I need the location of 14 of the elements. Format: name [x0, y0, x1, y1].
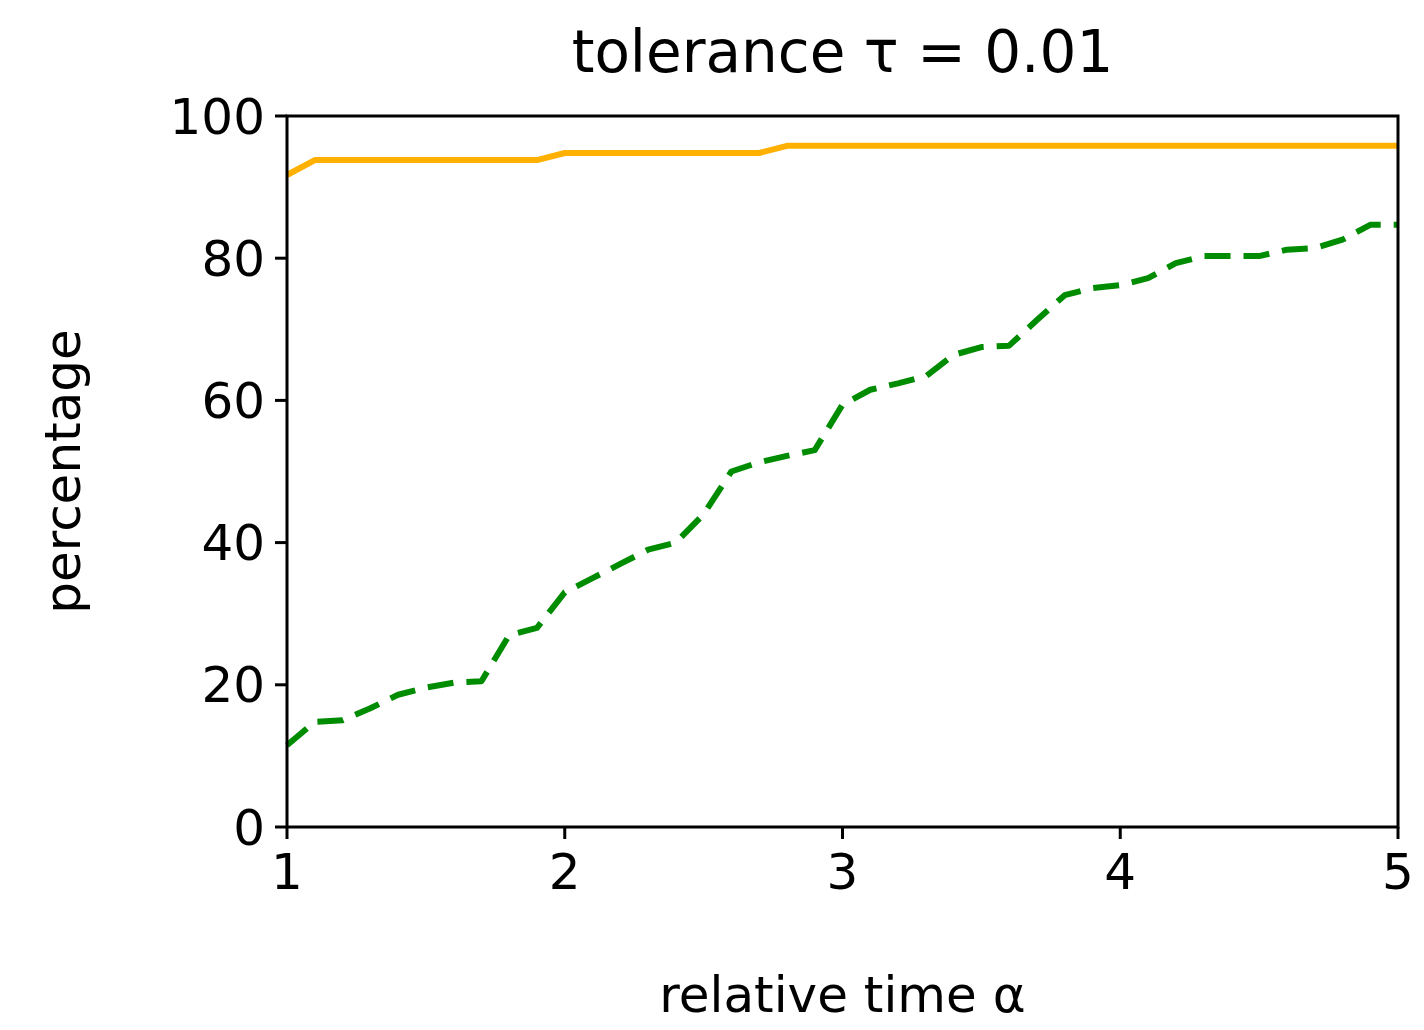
y-tick-label: 100: [169, 87, 265, 146]
x-tick-label: 1: [271, 843, 303, 901]
x-axis-title: relative time α: [659, 966, 1026, 1024]
chart-title: tolerance τ = 0.01: [571, 18, 1114, 86]
y-axis-title: percentage: [34, 329, 92, 614]
y-tick-label: 80: [201, 229, 265, 288]
y-tick-label: 40: [201, 514, 265, 573]
x-tick-label: 2: [548, 843, 581, 901]
y-tick-label: 60: [201, 371, 265, 430]
y-tick-label: 0: [233, 798, 265, 857]
y-tick-label: 20: [201, 656, 265, 715]
x-tick-label: 5: [1382, 843, 1414, 901]
x-tick-label: 3: [826, 843, 859, 901]
x-tick-label: 4: [1104, 843, 1137, 901]
